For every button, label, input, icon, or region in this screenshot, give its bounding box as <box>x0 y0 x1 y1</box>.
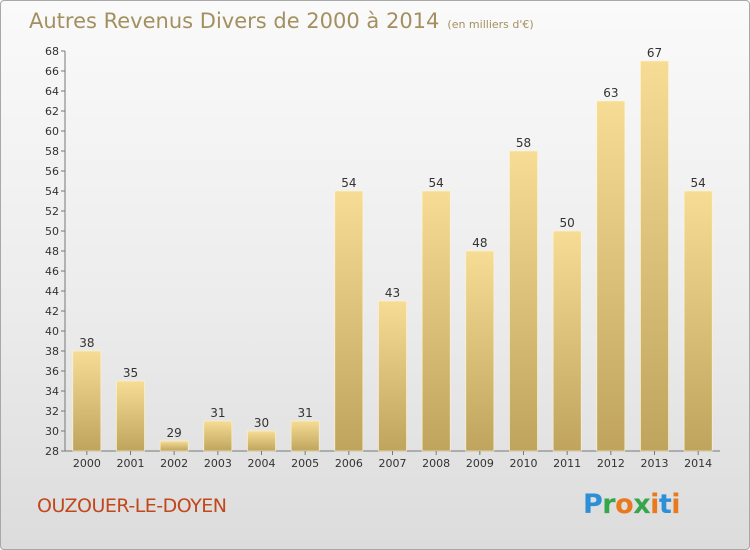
logo-letter: i <box>671 489 681 520</box>
logo-letter: i <box>650 489 659 520</box>
data-label-2003: 31 <box>210 406 225 420</box>
y-tick-label: 58 <box>45 145 59 158</box>
x-tick-label-2014: 2014 <box>684 457 712 470</box>
proxiti-logo: Proxiti <box>583 489 681 520</box>
y-tick-label: 44 <box>45 285 59 298</box>
y-tick-label: 42 <box>45 305 59 318</box>
bar-2012 <box>596 100 626 452</box>
y-tick-label: 64 <box>45 85 59 98</box>
bar-2005 <box>290 420 320 452</box>
x-tick-label-2013: 2013 <box>641 457 669 470</box>
y-tick-label: 68 <box>45 45 59 58</box>
logo-letter: t <box>658 489 672 520</box>
y-tick-label: 38 <box>45 345 59 358</box>
x-tick-label-2006: 2006 <box>335 457 363 470</box>
y-tick-label: 54 <box>45 185 59 198</box>
x-tick-label-2004: 2004 <box>248 457 276 470</box>
bar-2013 <box>640 60 669 452</box>
data-label-2001: 35 <box>123 366 138 380</box>
bar-2001 <box>116 380 145 452</box>
y-tick-label: 62 <box>45 105 59 118</box>
y-tick-label: 52 <box>45 205 59 218</box>
x-tick-label-2009: 2009 <box>466 457 494 470</box>
x-tick-label-2003: 2003 <box>204 457 232 470</box>
x-tick-label-2005: 2005 <box>291 457 319 470</box>
y-tick-label: 32 <box>45 405 59 418</box>
data-label-2007: 43 <box>385 286 400 300</box>
location-label: OUZOUER-LE-DOYEN <box>37 495 227 517</box>
bar-2008 <box>421 190 451 452</box>
data-label-2010: 58 <box>516 136 531 150</box>
y-tick-label: 60 <box>45 125 59 138</box>
y-tick-label: 40 <box>45 325 59 338</box>
data-label-2004: 30 <box>254 416 269 430</box>
bar-2011 <box>552 230 582 452</box>
bar-2010 <box>509 150 538 452</box>
unit-note: (en milliers d'€) <box>447 18 534 31</box>
y-tick-label: 36 <box>45 365 59 378</box>
logo-letter: P <box>583 489 603 520</box>
data-label-2011: 50 <box>560 216 575 230</box>
y-tick-label: 48 <box>45 245 59 258</box>
data-label-2002: 29 <box>167 426 182 440</box>
y-tick-label: 34 <box>45 385 59 398</box>
x-tick-label-2000: 2000 <box>73 457 101 470</box>
x-tick-label-2008: 2008 <box>422 457 450 470</box>
data-label-2005: 31 <box>298 406 313 420</box>
bar-2000 <box>72 350 102 452</box>
logo-letter: r <box>602 489 616 520</box>
x-tick-label-2010: 2010 <box>510 457 538 470</box>
data-label-2013: 67 <box>647 46 662 60</box>
bar-2002 <box>159 440 189 452</box>
data-label-2006: 54 <box>341 176 356 190</box>
logo-letter: x <box>633 489 651 520</box>
data-label-2012: 63 <box>603 86 618 100</box>
bar-2004 <box>247 430 276 452</box>
y-tick-label: 66 <box>45 65 59 78</box>
chart-title: Autres Revenus Divers de 2000 à 2014 (en … <box>29 9 534 33</box>
bar-2009 <box>465 250 495 452</box>
bar-2014 <box>683 190 713 452</box>
data-label-2008: 54 <box>429 176 444 190</box>
data-label-2014: 54 <box>691 176 706 190</box>
x-tick-label-2012: 2012 <box>597 457 625 470</box>
bar-2006 <box>334 190 364 452</box>
y-tick-label: 30 <box>45 425 59 438</box>
title-text: Autres Revenus Divers de 2000 à 2014 <box>29 9 440 33</box>
x-tick-label-2001: 2001 <box>117 457 145 470</box>
bar-2007 <box>378 300 407 452</box>
x-tick-label-2011: 2011 <box>553 457 581 470</box>
logo-letter: o <box>615 489 634 520</box>
y-tick-label: 50 <box>45 225 59 238</box>
data-label-2009: 48 <box>472 236 487 250</box>
y-tick-label: 56 <box>45 165 59 178</box>
y-tick-label: 46 <box>45 265 59 278</box>
bar-2003 <box>203 420 233 452</box>
y-tick-label: 28 <box>45 445 59 458</box>
x-tick-label-2007: 2007 <box>379 457 407 470</box>
data-label-2000: 38 <box>79 336 94 350</box>
x-tick-label-2002: 2002 <box>160 457 188 470</box>
